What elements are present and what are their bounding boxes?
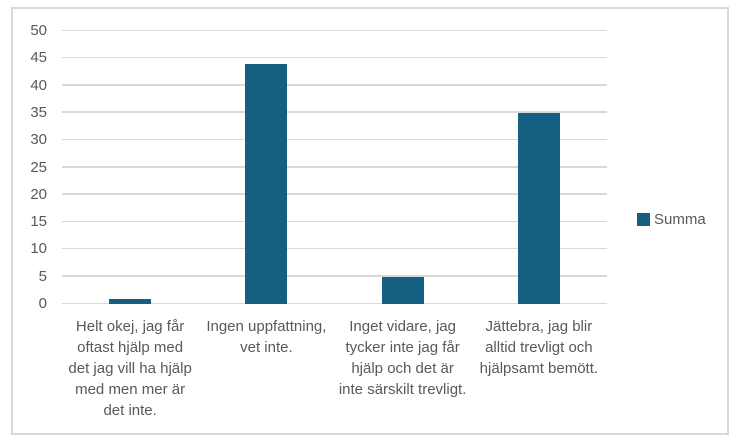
gridline [62,220,607,223]
gridline [62,302,607,304]
category-label: Ingen uppfattning, vet inte. [206,318,327,356]
legend-swatch-icon [637,213,650,226]
plot-area[interactable] [62,29,607,304]
y-axis-tick-label: 20 [30,186,47,203]
y-axis-tick-label: 25 [30,159,47,176]
x-axis: Helt okej, jag får oftast hjälp med det … [62,316,607,421]
gridline [62,193,607,195]
legend-label: Summa [654,211,706,228]
legend[interactable]: Summa [637,211,706,228]
category-label: Jättebra, jag blir alltid trevligt och h… [479,318,599,377]
gridline [62,247,607,250]
gridline [62,84,607,86]
y-axis-tick-label: 45 [30,49,47,66]
bar[interactable] [381,276,424,304]
y-axis-tick-label: 35 [30,104,47,121]
y-axis: 0 5 10 15 20 25 30 35 40 45 50 [0,22,50,312]
gridline [62,275,607,277]
y-axis-tick-label: 5 [38,268,47,285]
bar[interactable] [517,112,560,304]
bar[interactable] [245,63,288,304]
gridline [62,56,607,59]
category-label: Helt okej, jag får oftast hjälp med det … [68,318,192,419]
y-axis-tick-label: 15 [30,213,47,230]
y-axis-tick-label: 50 [30,22,47,39]
gridline [62,138,607,141]
y-axis-tick-label: 40 [30,77,47,94]
category-label: Inget vidare, jag tycker inte jag får hj… [338,318,467,398]
gridline [62,29,607,31]
y-axis-tick-label: 30 [30,131,47,148]
bar[interactable] [109,298,152,304]
y-axis-tick-label: 0 [38,295,47,312]
gridline [62,111,607,113]
y-axis-tick-label: 10 [30,240,47,257]
gridline [62,166,607,168]
